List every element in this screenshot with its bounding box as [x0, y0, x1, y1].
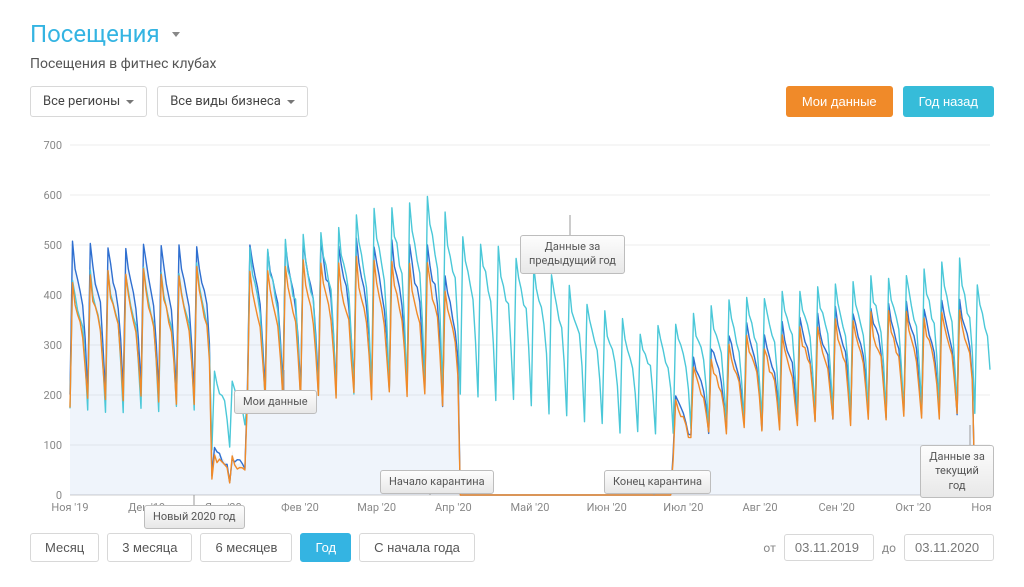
year-ago-button[interactable]: Год назад [903, 86, 994, 117]
svg-text:Фев '20: Фев '20 [281, 501, 319, 514]
svg-text:700: 700 [43, 139, 62, 152]
svg-text:Июл '20: Июл '20 [663, 501, 703, 514]
svg-text:Ноя '20: Ноя '20 [971, 501, 994, 514]
chart-area: 0100200300400500600700Ноя '19Дек '19Янв … [30, 135, 994, 525]
svg-text:Сен '20: Сен '20 [818, 501, 854, 514]
subtitle: Посещения в фитнес клубах [30, 56, 994, 72]
business-dropdown[interactable]: Все виды бизнеса [157, 86, 308, 117]
svg-text:600: 600 [43, 189, 62, 202]
svg-text:300: 300 [43, 339, 62, 352]
chevron-down-icon [287, 100, 295, 104]
range-button-1[interactable]: 3 месяца [107, 533, 192, 562]
range-button-0[interactable]: Месяц [30, 533, 99, 562]
range-button-2[interactable]: 6 месяцев [200, 533, 292, 562]
svg-text:Мар '20: Мар '20 [357, 501, 396, 514]
svg-text:200: 200 [43, 389, 62, 402]
svg-text:Май '20: Май '20 [511, 501, 550, 514]
page-title: Посещения [30, 20, 160, 48]
svg-text:100: 100 [43, 439, 62, 452]
svg-text:Ноя '19: Ноя '19 [51, 501, 88, 514]
region-dropdown-label: Все регионы [43, 94, 120, 109]
range-button-3[interactable]: Год [300, 533, 351, 562]
date-to-input[interactable] [904, 534, 994, 561]
to-label: до [882, 541, 896, 555]
chevron-down-icon [126, 100, 134, 104]
svg-text:Авг '20: Авг '20 [742, 501, 777, 514]
my-data-button[interactable]: Мои данные [786, 86, 893, 117]
region-dropdown[interactable]: Все регионы [30, 86, 147, 117]
svg-text:400: 400 [43, 289, 62, 302]
svg-text:500: 500 [43, 239, 62, 252]
line-chart: 0100200300400500600700Ноя '19Дек '19Янв … [30, 135, 994, 525]
svg-text:Окт '20: Окт '20 [895, 501, 931, 514]
svg-text:Апр '20: Апр '20 [435, 501, 472, 514]
business-dropdown-label: Все виды бизнеса [170, 94, 281, 109]
title-dropdown-caret[interactable] [172, 32, 180, 37]
range-button-4[interactable]: С начала года [359, 533, 475, 562]
from-label: от [763, 541, 776, 555]
svg-text:Дек '19: Дек '19 [128, 501, 165, 514]
svg-text:Янв '20: Янв '20 [205, 501, 242, 514]
svg-text:Июн '20: Июн '20 [587, 501, 627, 514]
date-from-input[interactable] [784, 534, 874, 561]
range-buttons: Месяц 3 месяца 6 месяцев Год С начала года [30, 533, 475, 562]
